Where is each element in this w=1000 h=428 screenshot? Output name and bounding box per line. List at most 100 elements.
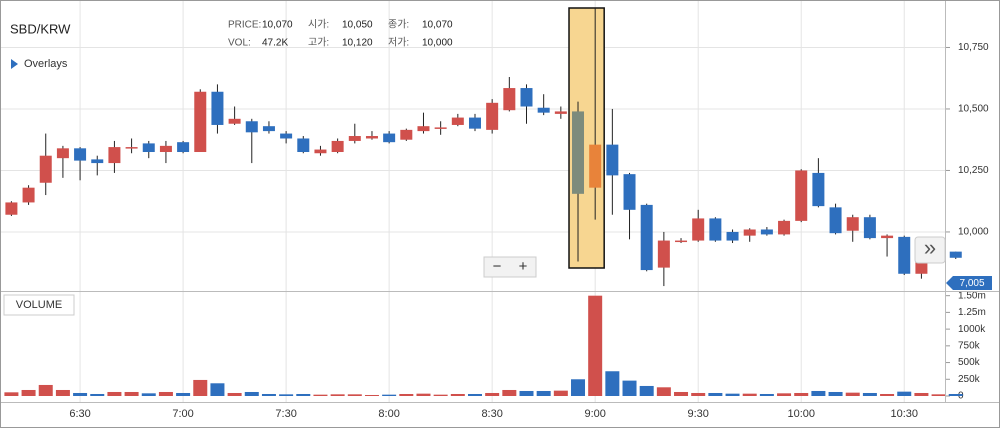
candle-body — [56, 148, 69, 159]
volume-bar — [21, 389, 36, 396]
volume-bar — [862, 392, 877, 396]
candle-body — [829, 207, 842, 234]
candle-body — [245, 121, 258, 133]
candle-body — [743, 229, 756, 236]
scroll-button[interactable]: » — [924, 235, 936, 260]
x-tick-label: 8:00 — [378, 408, 399, 420]
volume-bar — [948, 393, 963, 396]
candle-body — [262, 126, 275, 132]
volume-bar — [828, 391, 843, 396]
volume-bar — [759, 393, 774, 396]
volume-bar — [176, 392, 191, 396]
zoom-in[interactable]: + — [519, 258, 528, 275]
y-tick-label: 10,750 — [958, 42, 989, 53]
candle-body — [881, 235, 894, 239]
x-tick-label: 6:30 — [69, 408, 90, 420]
candle-body — [572, 111, 585, 194]
scroll-button-box[interactable] — [914, 236, 946, 264]
volume-bar — [90, 393, 105, 396]
candle-body — [915, 260, 928, 274]
volume-bar — [38, 384, 53, 396]
overlays-arrow[interactable] — [11, 59, 18, 69]
x-tick-label: 8:30 — [481, 408, 502, 420]
price-tag-bg — [946, 276, 992, 290]
candle-body — [314, 149, 327, 154]
volume-bar — [811, 390, 826, 396]
candle-body — [468, 117, 481, 129]
volume-y-tick-label: 250k — [958, 374, 981, 385]
volume-bar — [794, 392, 809, 396]
candle-body — [760, 229, 773, 235]
volume-bar — [622, 380, 637, 396]
volume-bar — [725, 393, 740, 396]
candle-body — [640, 204, 653, 271]
candle-body — [177, 142, 190, 153]
volume-bar — [605, 371, 620, 396]
volume-y-tick-label: 1000k — [958, 324, 986, 335]
volume-y-tick-label: 1.50m — [958, 290, 986, 301]
volume-bar — [364, 394, 379, 396]
candle-body — [675, 240, 688, 243]
volume-bar — [880, 393, 895, 396]
info-label: PRICE: — [228, 20, 261, 31]
candle-body — [142, 143, 155, 153]
zoom-out[interactable]: − — [493, 258, 502, 275]
candle-body — [228, 118, 241, 124]
volume-y-tick-label: 0 — [958, 391, 964, 402]
volume-bar — [347, 394, 362, 396]
candle-body — [417, 126, 430, 132]
y-tick-label: 10,000 — [958, 227, 989, 238]
volume-bar — [313, 394, 328, 396]
info-label: 저가: — [388, 37, 409, 49]
info-value: 10,070 — [262, 20, 293, 31]
volume-label: VOLUME — [16, 299, 62, 311]
candle-body — [383, 133, 396, 143]
marks — [4, 8, 963, 396]
x-tick-label: 9:30 — [687, 408, 708, 420]
x-tick-label: 7:30 — [275, 408, 296, 420]
volume-bar — [588, 295, 603, 396]
overlays-toggle[interactable]: Overlays — [24, 58, 68, 70]
candle-body — [778, 220, 791, 235]
candle-body — [606, 144, 619, 176]
candle-body — [726, 231, 739, 241]
candle-body — [434, 127, 447, 129]
candle-body — [709, 218, 722, 241]
volume-bar — [399, 393, 414, 396]
volume-bar — [55, 389, 70, 396]
volume-bar — [450, 393, 465, 396]
chart-title: SBD/KRW — [10, 21, 71, 36]
volume-y-tick-label: 750k — [958, 340, 981, 351]
candle-body — [400, 129, 413, 140]
x-tick-label: 10:00 — [787, 408, 815, 420]
volume-bar — [691, 392, 706, 396]
volume-bar — [519, 390, 534, 396]
candle-body — [211, 91, 224, 125]
candle-body — [108, 147, 121, 164]
candle-body — [125, 147, 138, 149]
candle-body — [74, 148, 87, 161]
volume-bar — [210, 383, 225, 396]
candle-body — [297, 138, 310, 153]
candle-body — [5, 202, 18, 215]
candle-body — [22, 187, 35, 203]
volume-bar — [141, 393, 156, 396]
volume-bar — [382, 394, 397, 396]
volume-bar — [485, 392, 500, 396]
volume-bar — [845, 392, 860, 396]
candle-body — [159, 145, 172, 153]
volume-bar — [536, 390, 551, 396]
candle-body — [503, 88, 516, 111]
candle-body — [846, 217, 859, 231]
candle-body — [280, 133, 293, 139]
volume-label-box — [3, 294, 75, 316]
volume-bar — [193, 379, 208, 396]
volume-bar — [433, 394, 448, 396]
volume-bar — [124, 391, 139, 396]
y-tick-label: 10,250 — [958, 165, 989, 176]
candle-body — [537, 107, 550, 113]
candle-body — [795, 170, 808, 221]
volume-bar — [656, 387, 671, 396]
